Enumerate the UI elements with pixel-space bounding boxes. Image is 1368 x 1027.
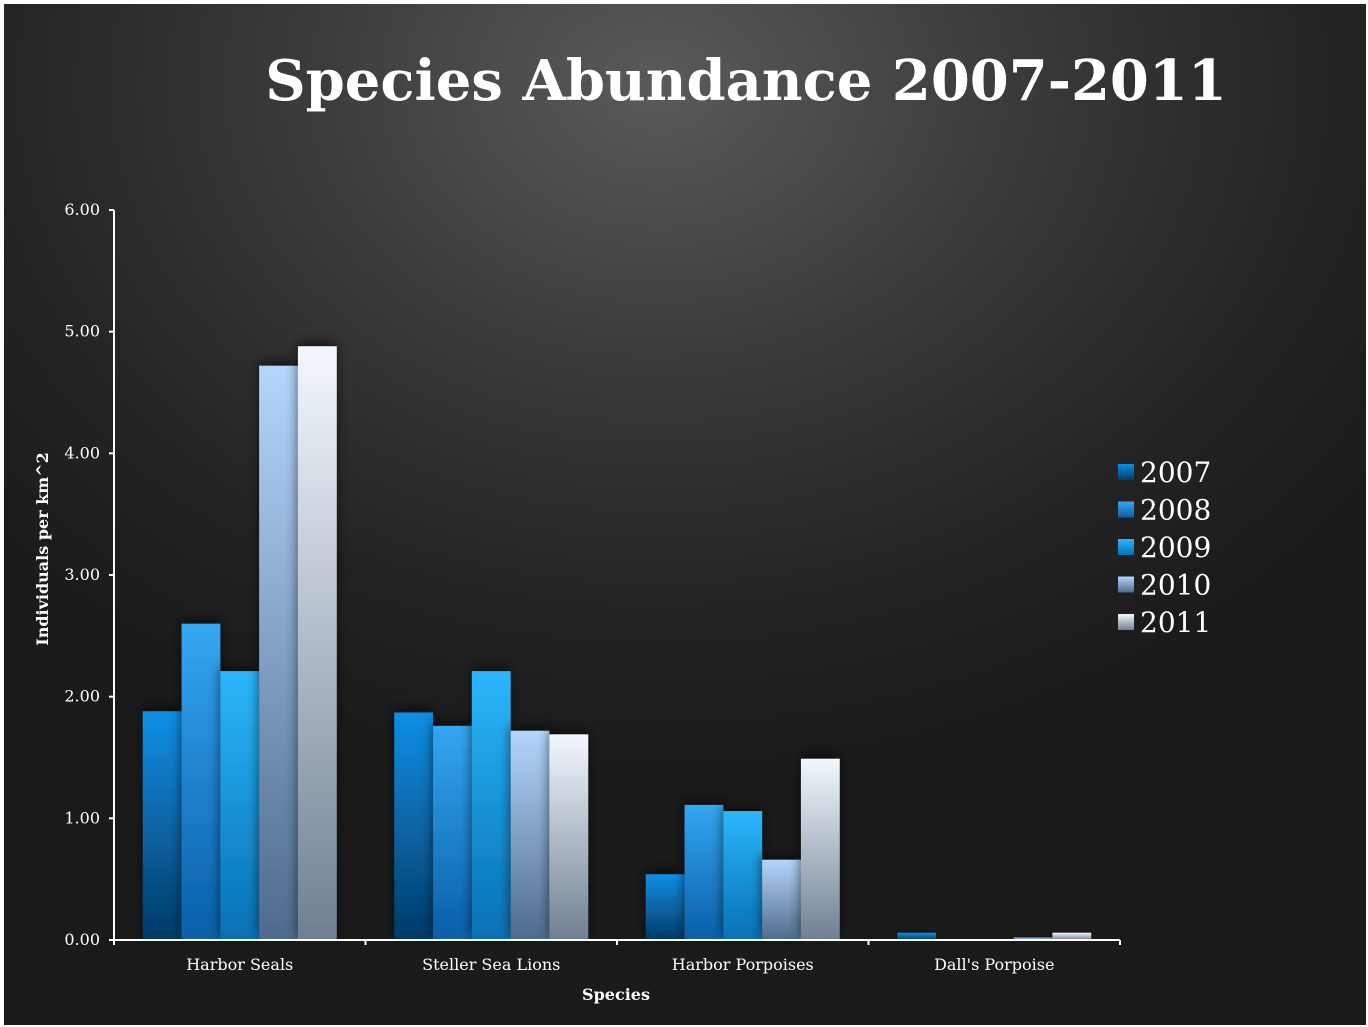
x-axis-title: Species xyxy=(582,985,650,1004)
legend-swatch-2009 xyxy=(1118,539,1134,555)
x-tick-label: Dall's Porpoise xyxy=(934,955,1054,974)
legend-swatch-2010 xyxy=(1118,576,1134,593)
y-tick-label: 3.00 xyxy=(64,565,100,584)
y-tick-label: 5.00 xyxy=(64,322,100,341)
y-tick-label: 0.00 xyxy=(64,930,100,949)
bar-chart: Species Abundance 2007-2011 Harbor Seals… xyxy=(33,48,1227,1004)
bar-2007-harbor-porpoises xyxy=(645,874,685,940)
legend-label-2009: 2009 xyxy=(1140,531,1211,564)
legend: 2007 2008 2009 2010 2011 xyxy=(1118,456,1211,639)
bar-2009-steller-sea-lions xyxy=(471,671,511,940)
bar-2011-steller-sea-lions xyxy=(549,734,589,940)
bar-2009-harbor-seals xyxy=(220,671,260,940)
y-tick-label: 2.00 xyxy=(64,687,100,706)
bar-2011-harbor-porpoises xyxy=(800,758,840,940)
legend-label-2010: 2010 xyxy=(1140,569,1211,602)
bar-2007-dall-s-porpoise xyxy=(897,932,937,940)
chart-title: Species Abundance 2007-2011 xyxy=(265,48,1227,114)
x-tick-label: Harbor Porpoises xyxy=(672,955,814,974)
x-tick-label: Harbor Seals xyxy=(186,955,293,974)
y-tick-label: 4.00 xyxy=(64,443,100,462)
bar-2008-harbor-seals xyxy=(181,623,221,940)
legend-label-2011: 2011 xyxy=(1140,606,1211,639)
legend-swatch-2011 xyxy=(1118,614,1134,630)
bar-2007-steller-sea-lions xyxy=(394,712,434,940)
legend-swatch-2007 xyxy=(1118,464,1134,480)
bar-2011-harbor-seals xyxy=(297,346,337,940)
bar-2008-steller-sea-lions xyxy=(433,725,472,940)
bars-group xyxy=(142,346,1092,941)
bar-2010-harbor-seals xyxy=(259,365,298,941)
bar-2011-dall-s-porpoise xyxy=(1052,932,1092,940)
y-tick-label: 1.00 xyxy=(64,808,100,827)
bar-2008-harbor-porpoises xyxy=(684,804,724,940)
y-axis-title: Individuals per km^2 xyxy=(33,452,52,646)
legend-swatch-2008 xyxy=(1118,501,1134,518)
legend-label-2008: 2008 xyxy=(1140,494,1211,527)
axes-group: Harbor Seals Steller Sea Lions Harbor Porp… xyxy=(64,200,1121,974)
chart-slide: Species Abundance 2007-2011 Harbor Seals… xyxy=(4,4,1366,1025)
bar-2010-harbor-porpoises xyxy=(762,859,801,940)
legend-label-2007: 2007 xyxy=(1140,456,1211,489)
bar-2010-dall-s-porpoise xyxy=(1013,937,1053,940)
x-tick-label: Steller Sea Lions xyxy=(422,955,560,974)
bar-2009-harbor-porpoises xyxy=(723,811,763,940)
y-tick-label: 6.00 xyxy=(64,200,100,219)
bar-2007-harbor-seals xyxy=(142,711,182,940)
bar-2010-steller-sea-lions xyxy=(510,730,550,940)
